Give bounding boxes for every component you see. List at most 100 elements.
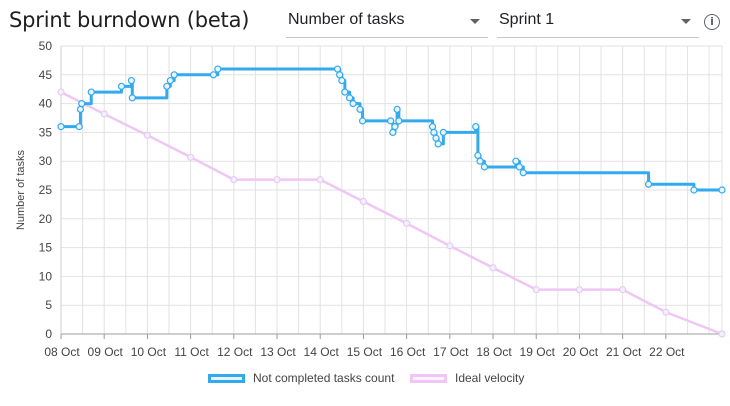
data-point-actual xyxy=(338,76,346,85)
data-point-ideal xyxy=(489,264,497,272)
legend-swatch-ideal xyxy=(410,373,447,383)
data-point-ideal xyxy=(718,330,726,338)
data-point-actual xyxy=(336,71,344,79)
data-point-ideal xyxy=(316,176,324,184)
data-point-actual xyxy=(480,163,488,171)
data-point-actual xyxy=(170,71,178,79)
page-title: Sprint burndown (beta) xyxy=(9,8,250,32)
legend-item-ideal[interactable]: Ideal velocity xyxy=(410,371,524,385)
data-point-actual xyxy=(472,123,480,131)
data-point-actual xyxy=(474,151,482,160)
legend-swatch-actual xyxy=(208,373,245,383)
y-tick-label: 10 xyxy=(39,269,53,283)
data-point-ideal xyxy=(403,219,411,228)
x-tick-label: 09 Oct xyxy=(88,345,124,359)
x-tick-label: 08 Oct xyxy=(44,345,80,359)
x-tick-label: 16 Oct xyxy=(390,345,426,359)
legend-label-actual: Not completed tasks count xyxy=(253,371,395,385)
data-point-actual xyxy=(128,94,136,102)
y-tick-label: 0 xyxy=(45,327,52,341)
data-point-actual xyxy=(166,76,174,85)
data-point-actual xyxy=(349,99,357,108)
data-point-ideal xyxy=(532,286,540,294)
x-tick-label: 21 Oct xyxy=(606,345,642,359)
data-point-actual xyxy=(76,105,85,113)
info-icon[interactable]: i xyxy=(704,14,720,30)
data-point-actual xyxy=(387,117,395,125)
data-point-actual xyxy=(75,123,83,131)
data-point-actual xyxy=(690,186,698,194)
data-point-actual xyxy=(358,117,367,125)
data-point-ideal xyxy=(359,197,368,206)
y-tick-label: 35 xyxy=(39,125,53,139)
y-tick-label: 25 xyxy=(39,183,53,197)
data-point-ideal xyxy=(100,110,108,118)
x-tick-label: 14 Oct xyxy=(304,345,340,359)
data-point-actual xyxy=(644,180,653,188)
metric-select[interactable]: Number of tasks xyxy=(286,4,488,38)
x-tick-label: 18 Oct xyxy=(476,345,512,359)
y-tick-label: 30 xyxy=(39,154,53,168)
data-point-actual xyxy=(393,105,401,113)
data-point-actual xyxy=(395,117,403,125)
x-tick-label: 19 Oct xyxy=(520,345,556,359)
data-point-actual xyxy=(476,157,484,165)
sprint-select-value: Sprint 1 xyxy=(499,11,555,28)
data-point-ideal xyxy=(187,153,195,161)
sprint-select[interactable]: Sprint 1 xyxy=(497,4,699,38)
y-tick-label: 45 xyxy=(39,68,53,82)
data-point-actual xyxy=(78,99,86,108)
data-point-actual xyxy=(333,65,342,73)
metric-select-value: Number of tasks xyxy=(288,11,405,28)
data-point-ideal xyxy=(619,286,627,294)
data-point-actual xyxy=(87,88,95,96)
data-point-ideal xyxy=(57,88,65,96)
x-tick-label: 15 Oct xyxy=(347,345,383,359)
y-tick-label: 15 xyxy=(39,241,53,255)
data-point-actual xyxy=(515,163,523,171)
chevron-down-icon xyxy=(681,19,691,24)
data-point-ideal xyxy=(662,308,670,316)
burndown-chart: 0 5 10 15 20 25 30 35 40 45 50 08 Oct 09 Oct 10 Oct 11… xyxy=(15,39,726,359)
data-point-actual xyxy=(389,128,397,136)
x-tick-label: 17 Oct xyxy=(433,345,469,359)
data-point-ideal xyxy=(575,286,584,294)
y-tick-label: 40 xyxy=(39,97,53,111)
data-point-actual xyxy=(127,76,136,85)
x-tick-label: 22 Oct xyxy=(649,345,685,359)
data-point-actual xyxy=(430,128,438,136)
y-tick-label: 50 xyxy=(39,39,53,53)
data-point-actual xyxy=(428,123,437,131)
data-point-ideal xyxy=(273,176,281,184)
chevron-down-icon xyxy=(470,19,480,24)
x-tick-label: 10 Oct xyxy=(131,345,167,359)
data-point-ideal xyxy=(230,176,238,184)
data-point-ideal xyxy=(446,242,454,250)
data-point-actual xyxy=(341,88,349,96)
data-point-actual xyxy=(117,82,126,90)
x-tick-label: 12 Oct xyxy=(217,345,253,359)
data-point-ideal xyxy=(143,131,152,139)
data-point-actual xyxy=(214,65,222,73)
data-point-actual xyxy=(356,105,364,113)
y-tick-label: 5 xyxy=(45,298,52,312)
data-point-actual xyxy=(163,82,171,90)
data-point-actual xyxy=(391,123,399,131)
legend-label-ideal: Ideal velocity xyxy=(455,371,525,385)
legend-item-actual[interactable]: Not completed tasks count xyxy=(208,371,394,385)
y-axis-label: Number of tasks xyxy=(15,149,27,230)
x-tick-label: 13 Oct xyxy=(260,345,296,359)
data-point-actual xyxy=(718,186,726,194)
x-tick-label: 11 Oct xyxy=(174,345,209,359)
data-point-actual xyxy=(434,140,442,148)
data-point-actual xyxy=(209,71,218,79)
data-point-actual xyxy=(519,169,527,177)
chart-legend: Not completed tasks count Ideal velocity xyxy=(0,371,730,389)
data-point-actual xyxy=(57,123,65,131)
x-tick-label: 20 Oct xyxy=(563,345,599,359)
data-point-actual xyxy=(432,134,440,142)
y-tick-label: 20 xyxy=(39,212,53,226)
data-point-actual xyxy=(439,128,447,136)
data-point-actual xyxy=(345,94,354,102)
data-point-actual xyxy=(512,157,520,165)
